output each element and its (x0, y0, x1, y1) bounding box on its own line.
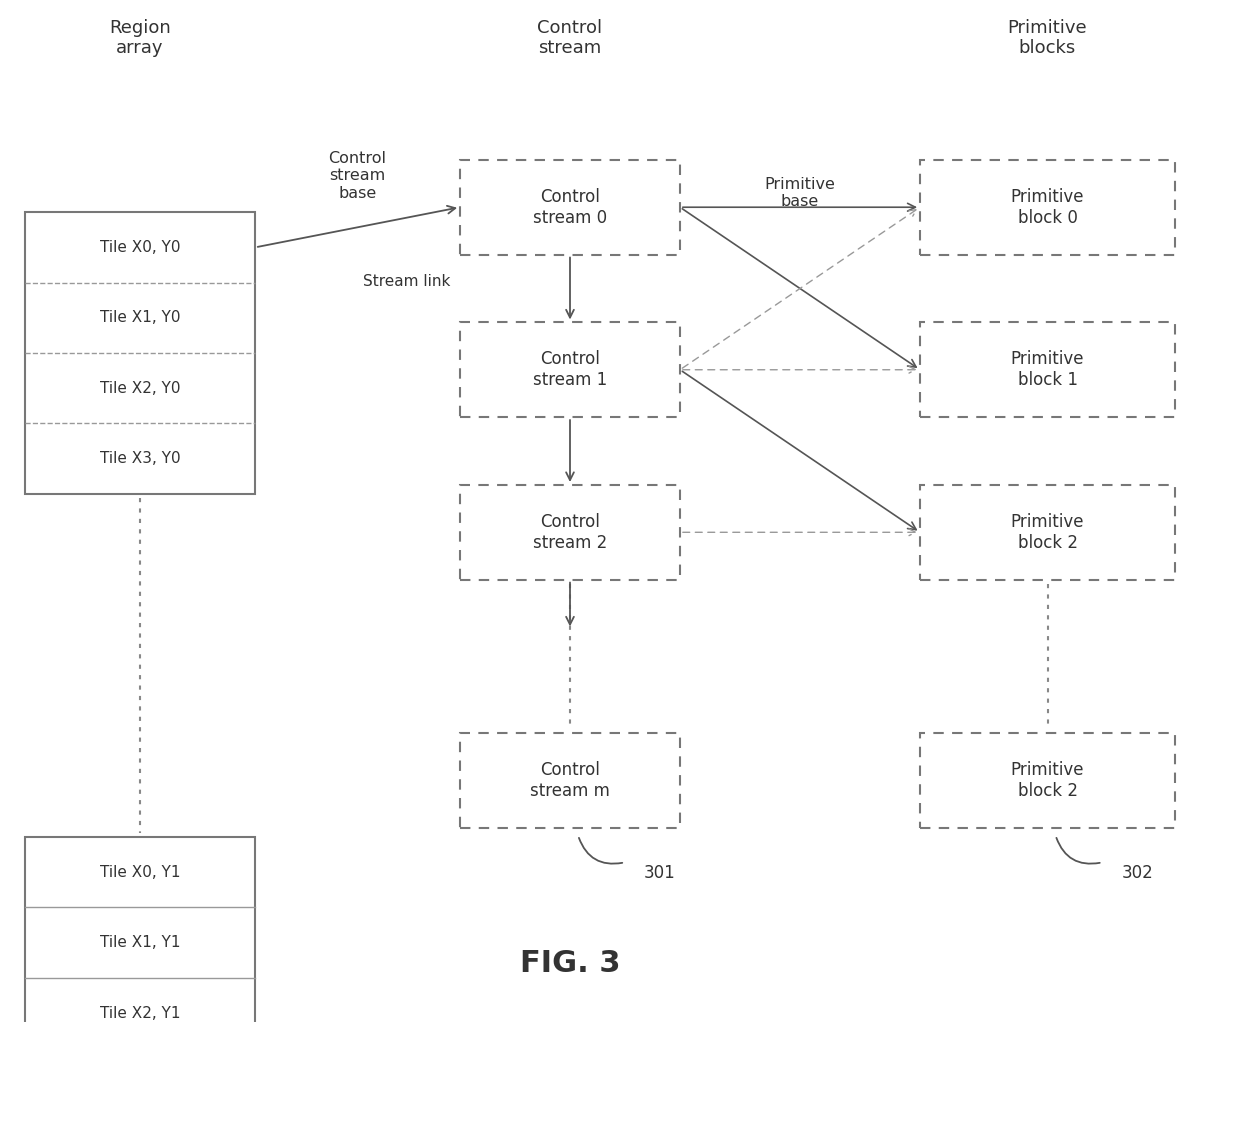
Bar (460, 160, 680, 255)
Text: Control
stream m: Control stream m (529, 761, 610, 800)
Text: Tile X2, Y1: Tile X2, Y1 (99, 1005, 180, 1021)
Bar (460, 484, 680, 580)
Bar (25, 837, 255, 1048)
Text: Primitive
block 2: Primitive block 2 (1011, 513, 1084, 551)
Bar (460, 734, 680, 827)
Text: 302: 302 (1122, 864, 1153, 882)
Text: Control
stream: Control stream (537, 18, 603, 58)
Text: Tile X2, Y0: Tile X2, Y0 (99, 380, 180, 396)
Text: Primitive
block 1: Primitive block 1 (1011, 351, 1084, 389)
Text: Stream link: Stream link (362, 274, 450, 289)
Bar (920, 734, 1176, 827)
Text: Region
array: Region array (109, 18, 171, 58)
Bar (920, 484, 1176, 580)
Text: Primitive
block 0: Primitive block 0 (1011, 188, 1084, 226)
Bar (920, 323, 1176, 418)
Text: Primitive
blocks: Primitive blocks (1008, 18, 1087, 58)
Text: 301: 301 (644, 864, 676, 882)
Bar (460, 323, 680, 418)
Bar (920, 160, 1176, 255)
Text: Primitive
base: Primitive base (765, 177, 836, 209)
Text: Tile X3, Y0: Tile X3, Y0 (99, 452, 180, 466)
Bar (25, 212, 255, 494)
Text: Primitive
block 2: Primitive block 2 (1011, 761, 1084, 800)
Text: FIG. 3: FIG. 3 (520, 949, 620, 978)
Text: Control
stream 2: Control stream 2 (533, 513, 608, 551)
Text: Tile X1, Y0: Tile X1, Y0 (99, 310, 180, 325)
Text: Control
stream
base: Control stream base (329, 151, 387, 200)
Text: Tile X0, Y1: Tile X0, Y1 (99, 865, 180, 880)
Text: Tile X0, Y0: Tile X0, Y0 (99, 240, 180, 255)
Text: Tile X1, Y1: Tile X1, Y1 (99, 935, 180, 950)
Text: Control
stream 0: Control stream 0 (533, 188, 608, 226)
Text: Control
stream 1: Control stream 1 (533, 351, 608, 389)
